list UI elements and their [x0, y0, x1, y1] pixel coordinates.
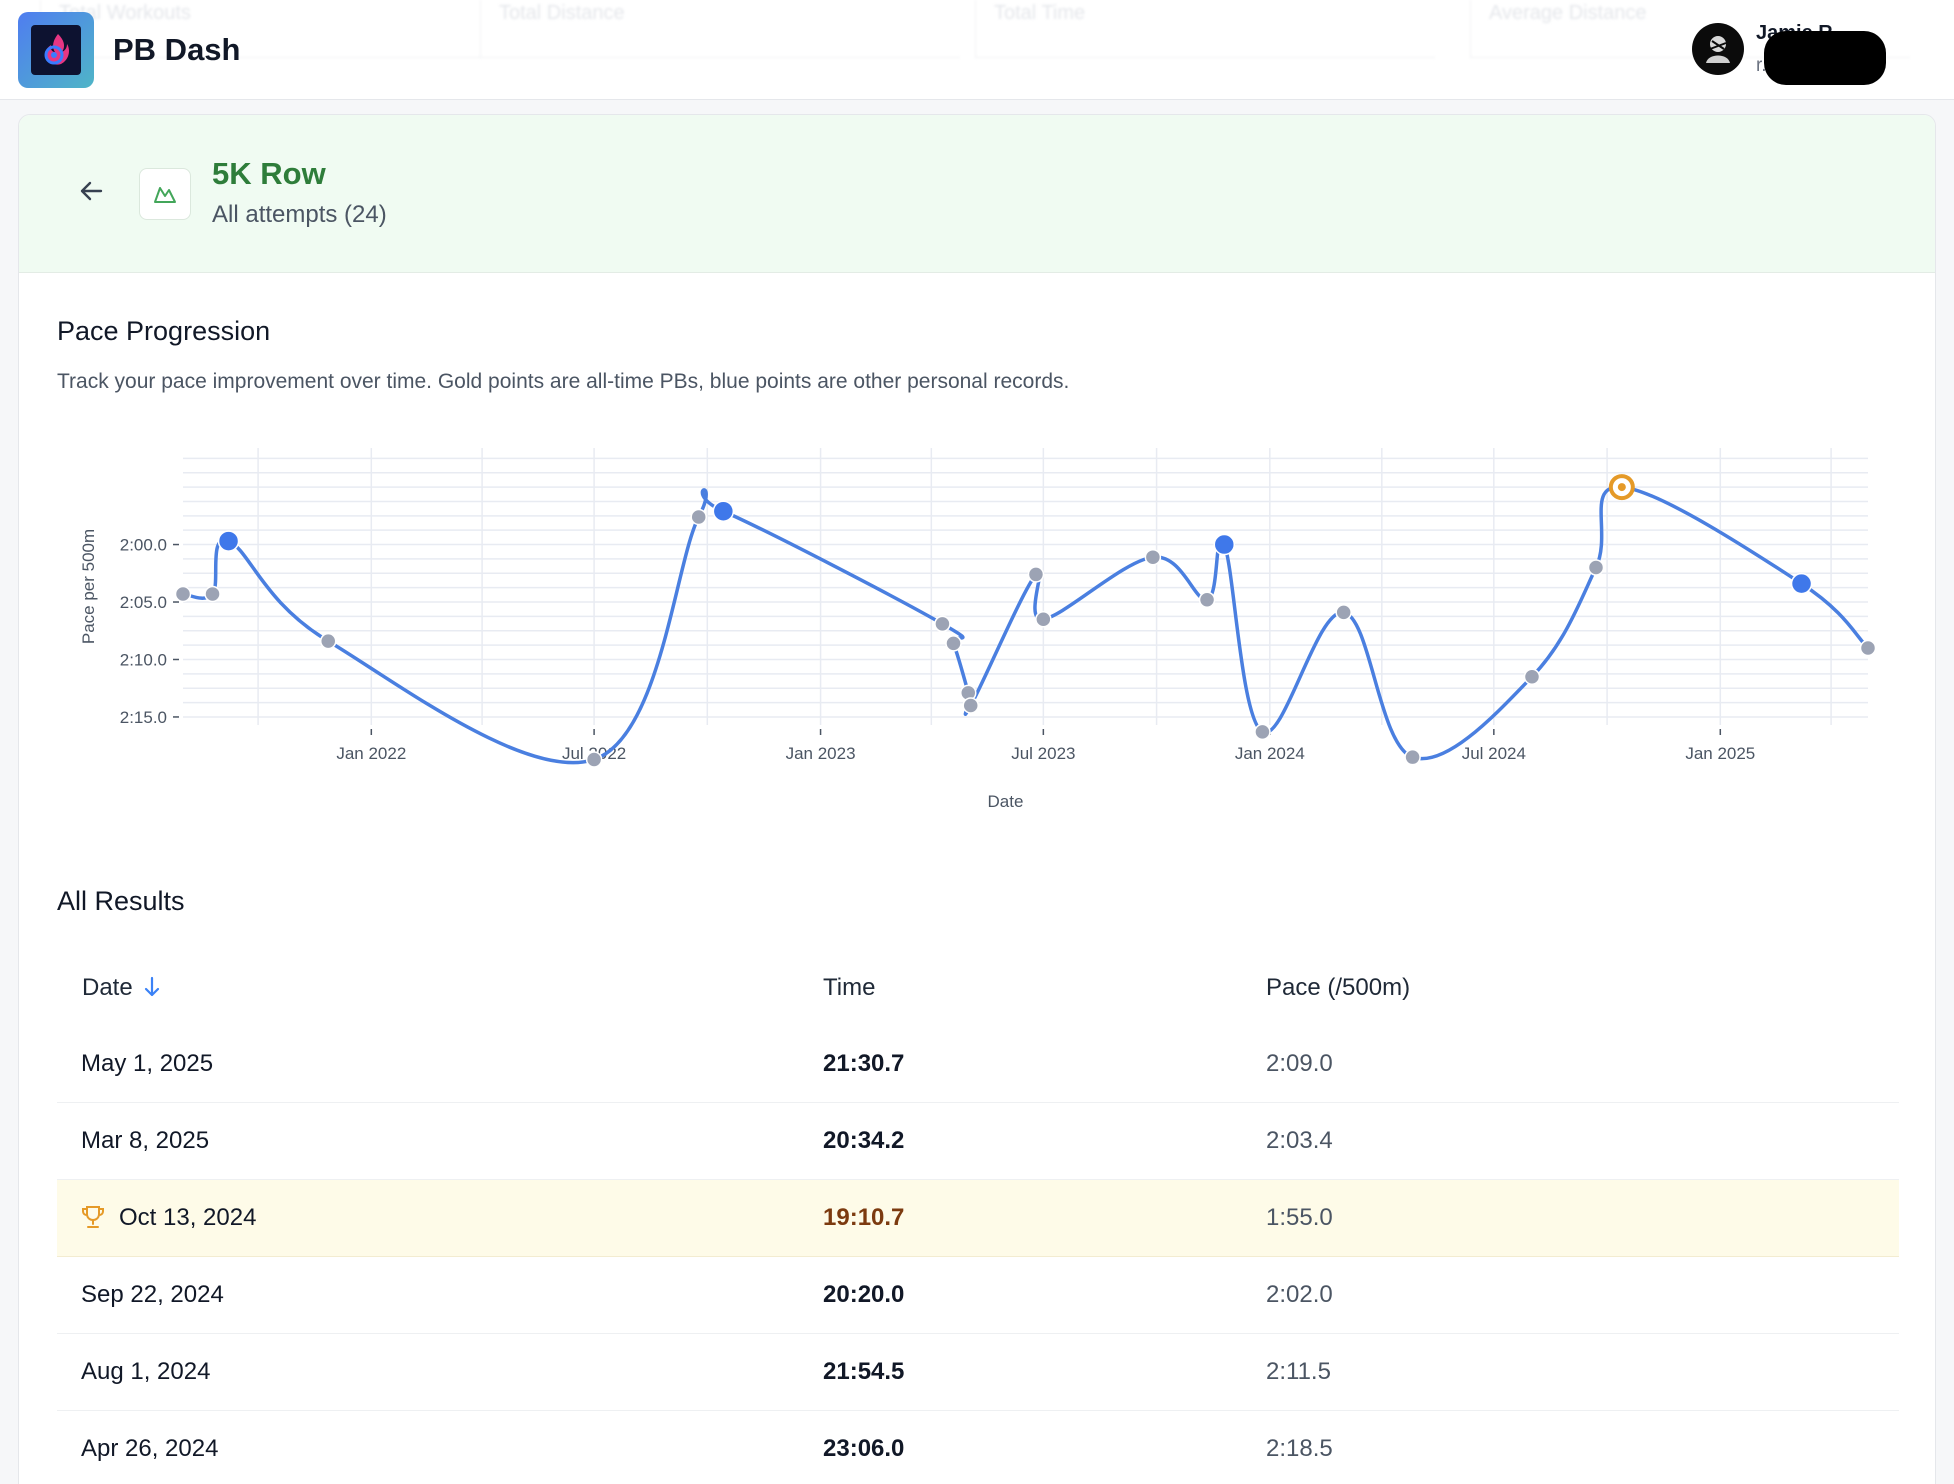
pb-point-center: [1617, 483, 1626, 492]
data-point: [1035, 611, 1052, 628]
row-date: Apr 26, 2024: [81, 1435, 219, 1462]
avatar[interactable]: [1692, 23, 1744, 75]
y-axis-label: Pace per 500m: [79, 529, 98, 644]
row-pace: 2:09.0: [1266, 1050, 1333, 1077]
data-point: [1198, 591, 1216, 608]
y-axis-ticks: 2:00.0 2:05.0 2:10.0 2:15.0: [120, 536, 179, 727]
top-bar: Total Workouts Total Distance Total Time…: [0, 0, 1954, 100]
data-point: [1859, 639, 1877, 657]
row-time: 20:20.0: [823, 1281, 905, 1308]
x-tick-label: Jan 2025: [1685, 744, 1755, 763]
y-tick-label: 2:10.0: [120, 650, 167, 669]
column-header-date-label: Date: [82, 974, 133, 1001]
row-date: Sep 22, 2024: [81, 1281, 224, 1308]
record-point: [1790, 572, 1813, 595]
x-tick-label: Jan 2023: [786, 744, 856, 763]
sort-down-icon: [145, 976, 160, 997]
row-time: 19:10.7: [823, 1204, 905, 1231]
x-axis-ticks: Jan 2022 Jul 2022 Jan 2023 Jul 2023 Jan 2024…: [336, 729, 1755, 763]
table-row-pb[interactable]: Oct 13, 2024 19:10.7 1:55.0: [57, 1180, 1899, 1257]
table-row[interactable]: May 1, 2025 21:30.7 2:09.0: [57, 1026, 1899, 1103]
data-point: [204, 585, 221, 603]
record-point: [712, 500, 735, 522]
trophy-icon: [82, 1206, 104, 1228]
x-tick-label: Jan 2022: [336, 744, 406, 763]
row-date: Mar 8, 2025: [81, 1127, 210, 1154]
chart-section-description: Track your pace improvement over time. G…: [57, 370, 1070, 393]
data-point: [934, 615, 951, 633]
data-point: [945, 635, 962, 652]
avatar-image-icon: [1706, 36, 1730, 63]
data-point: [1254, 723, 1271, 741]
pace-progression-chart: 2:00.0 2:05.0 2:10.0 2:15.0 Jan 2022 Jul 202…: [79, 448, 1877, 811]
record-point: [1213, 533, 1236, 556]
row-pace: 2:02.0: [1266, 1281, 1333, 1308]
table-row[interactable]: Sep 22, 2024 20:20.0 2:02.0: [57, 1257, 1899, 1334]
event-header: 5K Row All attempts (24): [19, 115, 1935, 273]
arrow-left-icon: [80, 181, 103, 201]
row-date: May 1, 2025: [81, 1050, 214, 1077]
row-date: Aug 1, 2024: [81, 1358, 211, 1385]
ghost-stat: Total Time: [975, 0, 1435, 58]
x-tick-label: Jan 2024: [1235, 744, 1305, 763]
app-logo[interactable]: [18, 12, 94, 88]
row-date: Oct 13, 2024: [119, 1204, 257, 1231]
mountain-icon: [154, 187, 176, 203]
pace-line: [182, 485, 1870, 765]
ghost-stat: Total Distance: [480, 0, 960, 58]
row-pace: 2:03.4: [1266, 1127, 1333, 1154]
column-header-date[interactable]: Date: [82, 974, 161, 1002]
y-tick-label: 2:00.0: [120, 536, 167, 555]
column-header-time[interactable]: Time: [823, 974, 876, 1001]
row-time: 21:30.7: [823, 1050, 905, 1077]
data-point: [174, 585, 192, 603]
column-header-pace[interactable]: Pace (/500m): [1266, 974, 1411, 1001]
results-table-header: Date Time Pace (/500m): [57, 948, 1899, 1030]
flame-dumbbell-icon: [44, 34, 69, 65]
record-point: [217, 530, 240, 552]
data-point: [690, 508, 707, 526]
back-button[interactable]: [71, 171, 111, 211]
app-title: PB Dash: [113, 32, 241, 67]
data-point: [1523, 668, 1541, 685]
data-point: [1404, 748, 1421, 766]
event-subtitle: All attempts (24): [212, 201, 387, 228]
ghost-stat: Total Workouts: [40, 0, 480, 58]
x-tick-label: Jul 2024: [1462, 744, 1526, 763]
y-tick-label: 2:15.0: [120, 708, 167, 727]
data-point: [1027, 566, 1045, 583]
row-pace: 1:55.0: [1266, 1204, 1333, 1231]
redaction-overlay: [1764, 31, 1886, 85]
x-axis-label: Date: [988, 792, 1024, 811]
chart-section-title: Pace Progression: [57, 316, 271, 346]
event-title: 5K Row: [212, 156, 326, 191]
x-tick-label: Jul 2023: [1011, 744, 1075, 763]
row-time: 20:34.2: [823, 1127, 905, 1154]
data-point: [319, 632, 337, 650]
data-point: [1144, 548, 1162, 566]
data-point: [585, 751, 603, 768]
table-row[interactable]: Aug 1, 2024 21:54.5 2:11.5: [57, 1334, 1899, 1411]
data-point: [1587, 559, 1605, 576]
y-tick-label: 2:05.0: [120, 593, 167, 612]
event-icon-box: [139, 168, 191, 220]
table-row[interactable]: Mar 8, 2025 20:34.2 2:03.4: [57, 1103, 1899, 1180]
row-time: 21:54.5: [823, 1358, 905, 1385]
data-point: [1335, 604, 1352, 621]
data-point: [962, 697, 979, 714]
table-row[interactable]: Apr 26, 2024 23:06.0 2:18.5: [57, 1411, 1899, 1484]
results-section-title: All Results: [57, 886, 185, 916]
chart-grid: [183, 448, 1868, 725]
row-pace: 2:11.5: [1266, 1358, 1331, 1385]
ghost-stats-row: Total Workouts Total Distance Total Time…: [0, 0, 1954, 60]
data-points: [174, 474, 1877, 768]
row-pace: 2:18.5: [1266, 1435, 1333, 1462]
row-time: 23:06.0: [823, 1435, 905, 1462]
